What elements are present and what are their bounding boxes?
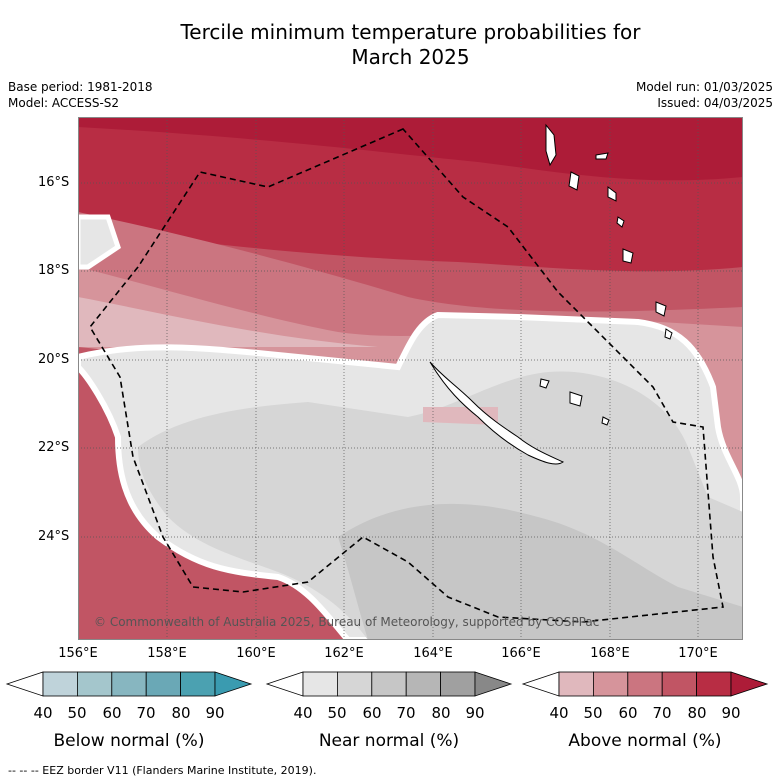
cbar1-tick-90: 90	[205, 704, 225, 722]
new-caledonia-island	[429, 361, 564, 465]
lat-label-20s: 20°S	[38, 352, 70, 367]
below-normal-title: Below normal (%)	[53, 731, 205, 751]
above-cbar-segment	[661, 671, 698, 697]
cbar2-tick-50: 50	[327, 704, 347, 722]
cbar1-tick-60: 60	[102, 704, 122, 722]
near-cbar-high-end	[474, 671, 513, 697]
near-cbar-segment	[336, 671, 373, 697]
below-cbar-segment	[145, 671, 181, 697]
cbar3-tick-70: 70	[652, 704, 672, 722]
lat-label-22s: 22°S	[38, 440, 70, 455]
copyright-text: © Commonwealth of Australia 2025, Bureau…	[94, 615, 599, 629]
model-run: Model run: 01/03/2025	[635, 80, 773, 94]
below-cbar-segment	[42, 671, 78, 697]
near-normal-dark	[338, 503, 743, 640]
lon-label-156e: 156°E	[58, 646, 98, 661]
above-cbar-low-end	[521, 671, 560, 697]
map-svg: © Commonwealth of Australia 2025, Bureau…	[78, 117, 743, 640]
eez-footnote: -- -- -- EEZ border V11 (Flanders Marine…	[8, 764, 317, 777]
above-normal-title: Above normal (%)	[568, 731, 722, 751]
above-cbar-high-end	[730, 671, 769, 697]
lat-label-18s: 18°S	[38, 263, 70, 278]
meta-right: Model run: 01/03/2025 Issued: 04/03/2025	[636, 79, 773, 111]
issued-date: Issued: 04/03/2025	[657, 96, 773, 110]
cbar2-tick-80: 80	[431, 704, 451, 722]
colorbars	[5, 671, 769, 697]
near-normal-title: Near normal (%)	[318, 731, 460, 751]
above-cbar-segment	[593, 671, 629, 697]
cbar1-tick-40: 40	[33, 704, 53, 722]
above-90-band	[78, 117, 743, 181]
eez-border	[89, 128, 724, 623]
above-left-edge	[78, 214, 121, 270]
title-line-2: March 2025	[351, 45, 470, 69]
above-cbar-segment	[558, 671, 594, 697]
vanuatu-islands	[545, 123, 673, 340]
below-cbar-low-end	[5, 671, 44, 697]
cbar3-tick-50: 50	[583, 704, 603, 722]
title-line-1: Tercile minimum temperature probabilitie…	[180, 20, 641, 44]
below-cbar-segment	[180, 671, 216, 697]
probability-map: © Commonwealth of Australia 2025, Bureau…	[78, 117, 743, 640]
lon-label-164e: 164°E	[413, 646, 453, 661]
below-cbar-segment	[77, 671, 113, 697]
lon-label-166e: 166°E	[501, 646, 541, 661]
lat-label-24s: 24°S	[38, 529, 70, 544]
cbar3-tick-60: 60	[618, 704, 638, 722]
cbar3-tick-80: 80	[687, 704, 707, 722]
map-title: Tercile minimum temperature probabilitie…	[0, 20, 781, 70]
base-period: Base period: 1981-2018	[8, 80, 153, 94]
cbar1-tick-80: 80	[171, 704, 191, 722]
lon-label-162e: 162°E	[324, 646, 364, 661]
map-frame	[78, 117, 743, 640]
near-cbar-segment	[440, 671, 476, 697]
cbar2-tick-60: 60	[362, 704, 382, 722]
meta-left: Base period: 1981-2018 Model: ACCESS-S2	[8, 79, 153, 111]
lon-label-170e: 170°E	[678, 646, 718, 661]
above-cbar-segment	[696, 671, 732, 697]
below-cbar-segment	[111, 671, 147, 697]
near-cbar-segment	[302, 671, 338, 697]
cbar2-tick-40: 40	[293, 704, 313, 722]
above-cbar-segment	[627, 671, 663, 697]
below-cbar-high-end	[214, 671, 253, 697]
above-50-band	[78, 297, 378, 347]
cbar2-tick-90: 90	[465, 704, 485, 722]
cbar1-tick-50: 50	[67, 704, 87, 722]
cbar1-tick-70: 70	[136, 704, 156, 722]
lon-label-160e: 160°E	[236, 646, 276, 661]
lon-label-158e: 158°E	[147, 646, 187, 661]
cbar3-tick-40: 40	[549, 704, 569, 722]
near-cbar-segment	[405, 671, 442, 697]
model-name: Model: ACCESS-S2	[8, 96, 120, 110]
lon-label-168e: 168°E	[590, 646, 630, 661]
near-cbar-segment	[371, 671, 407, 697]
cbar3-tick-90: 90	[721, 704, 741, 722]
lat-label-16s: 16°S	[38, 175, 70, 190]
cbar2-tick-70: 70	[396, 704, 416, 722]
loyalty-islands	[539, 378, 610, 426]
near-cbar-low-end	[265, 671, 304, 697]
